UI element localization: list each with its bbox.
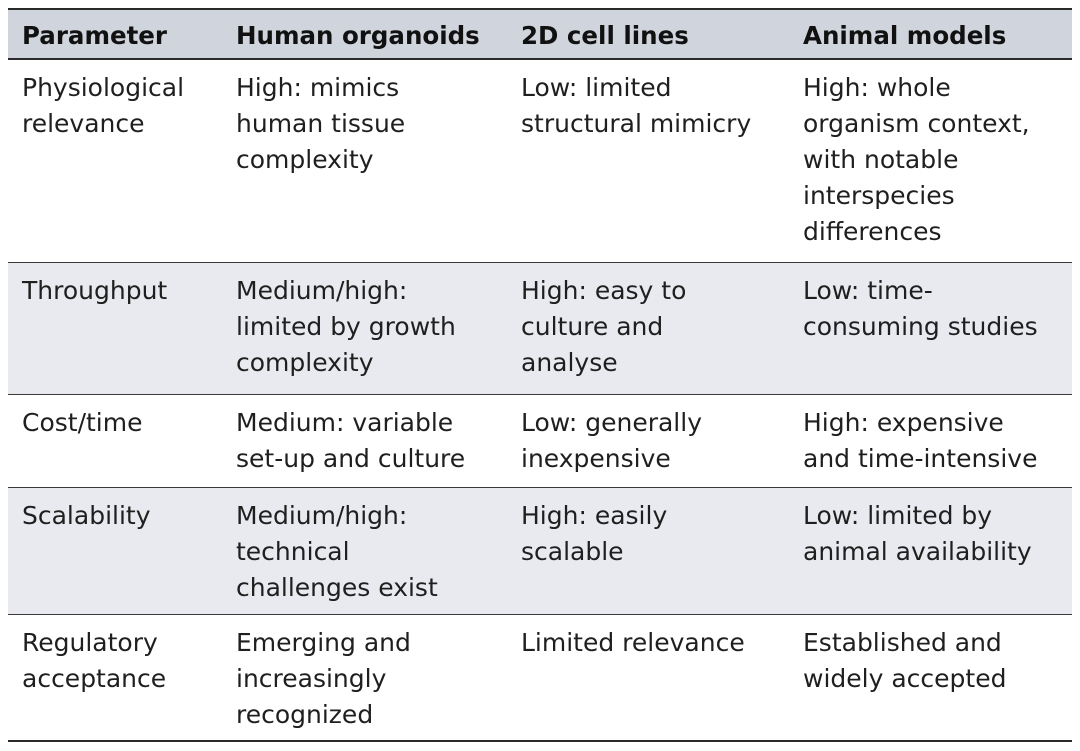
- animal-models-cell: High: whole organism context, with notab…: [803, 73, 1030, 246]
- animal-models-cell: High: expensive and time-intensive: [803, 408, 1038, 473]
- cell-lines-cell: Low: generally inexpensive: [521, 408, 702, 473]
- table-row: Regulatory acceptance Emerging and incre…: [8, 615, 1072, 742]
- human-organoids-cell: High: mimics human tissue complexity: [236, 73, 406, 174]
- human-organoids-cell: Medium/high: limited by growth complexit…: [236, 276, 456, 377]
- row-parameter-cell: Throughput: [22, 276, 168, 305]
- table-row: Scalability Medium/high: technical chall…: [8, 488, 1072, 615]
- cell-lines-cell: High: easily scalable: [521, 501, 668, 566]
- row-parameter-cell: Cost/time: [22, 408, 143, 437]
- animal-models-cell: Low: time- consuming studies: [803, 276, 1038, 341]
- human-organoids-cell: Medium/high: technical challenges exist: [236, 501, 438, 602]
- comparison-table: Parameter Human organoids 2D cell lines …: [8, 8, 1072, 742]
- human-organoids-cell: Medium: variable set-up and culture: [236, 408, 466, 473]
- table-row: Physiological relevance High: mimics hum…: [8, 60, 1072, 263]
- cell-lines-cell: High: easy to culture and analyse: [521, 276, 687, 377]
- table-header-row: Parameter Human organoids 2D cell lines …: [8, 8, 1072, 60]
- row-parameter-cell: Physiological relevance: [22, 73, 185, 138]
- animal-models-cell: Established and widely accepted: [803, 628, 1007, 693]
- table-row: Cost/time Medium: variable set-up and cu…: [8, 395, 1072, 488]
- human-organoids-cell: Emerging and increasingly recognized: [236, 628, 411, 729]
- header-human-organoids: Human organoids: [236, 21, 480, 50]
- cell-lines-cell: Low: limited structural mimicry: [521, 73, 752, 138]
- header-parameter: Parameter: [22, 21, 168, 50]
- header-animal-models: Animal models: [803, 21, 1007, 50]
- cell-lines-cell: Limited relevance: [521, 628, 745, 657]
- table-row: Throughput Medium/high: limited by growt…: [8, 263, 1072, 395]
- row-parameter-cell: Scalability: [22, 501, 151, 530]
- header-2d-cell-lines: 2D cell lines: [521, 21, 689, 50]
- animal-models-cell: Low: limited by animal availability: [803, 501, 1032, 566]
- row-parameter-cell: Regulatory acceptance: [22, 628, 167, 693]
